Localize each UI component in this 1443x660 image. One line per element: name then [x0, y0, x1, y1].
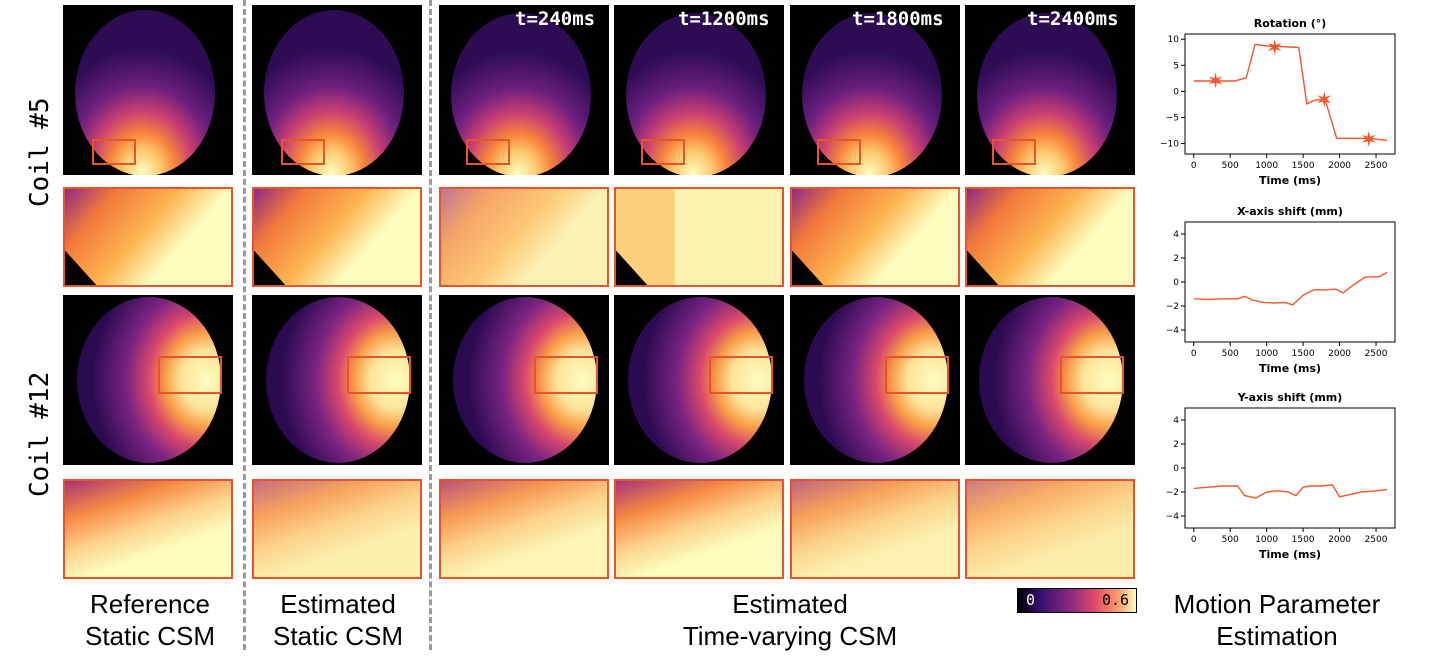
- crop-coil12-t1800: [790, 479, 960, 579]
- csm-coil5-t1800: [790, 5, 960, 175]
- time-label-1200: t=1200ms: [678, 8, 770, 30]
- x-shift-plot: X-axis shift (mm) 0 500 1000 1500 2000 2500 4 2 0…: [1166, 205, 1396, 375]
- crop-coil5-t1200: [614, 187, 784, 287]
- x-tick-label: 1000: [1255, 535, 1278, 545]
- plot-frame: [1184, 33, 1396, 155]
- x-tick-label: 1000: [1255, 349, 1278, 359]
- x-tick-label: 500: [1222, 535, 1239, 545]
- colorbar-min-label: 0: [1026, 591, 1036, 609]
- x-tick-label: 500: [1222, 349, 1239, 359]
- column-label-motion: Motion Parameter Estimation: [1150, 588, 1404, 652]
- rotation-plot: Rotation (°) 0 500 1000 1500 2000 2500 10 5 0 −5 −1…: [1160, 17, 1396, 187]
- y-tick-label: −2: [1166, 302, 1179, 312]
- x-tick-label: 0: [1191, 161, 1197, 171]
- x-tick-label: 500: [1222, 161, 1239, 171]
- separator-line: [243, 0, 246, 650]
- coil-label-12: Coil #12: [25, 371, 55, 497]
- x-tick-label: 2500: [1365, 349, 1388, 359]
- csm-coil12-reference: [63, 295, 233, 465]
- column-label-line: Time-varying CSM: [682, 621, 898, 651]
- star-marker: [1361, 130, 1376, 147]
- x-tick-label: 2500: [1365, 535, 1388, 545]
- csm-coil12-t240: [439, 295, 609, 465]
- plot-title: Rotation (°): [1254, 17, 1327, 30]
- column-label-estimated-static: Estimated Static CSM: [248, 588, 428, 652]
- csm-coil5-reference: [63, 5, 233, 175]
- column-label-line: Motion Parameter: [1173, 589, 1381, 619]
- y-tick-label: −5: [1166, 113, 1179, 123]
- csm-coil12-estimated-static: [252, 295, 422, 465]
- column-label-reference: Reference Static CSM: [60, 588, 240, 652]
- x-tick-label: 2000: [1328, 161, 1351, 171]
- x-tick-label: 2000: [1328, 349, 1351, 359]
- csm-coil12-t1800: [790, 295, 960, 465]
- column-label-line: Static CSM: [84, 621, 216, 651]
- plot-frame: [1184, 407, 1396, 529]
- x-tick-label: 2000: [1328, 535, 1351, 545]
- crop-coil5-reference: [63, 187, 233, 287]
- star-marker: [1208, 72, 1223, 89]
- plot-title: Y-axis shift (mm): [1237, 391, 1343, 404]
- x-tick-label: 2500: [1365, 161, 1388, 171]
- time-label-2400: t=2400ms: [1027, 8, 1119, 30]
- plot-frame: [1184, 221, 1396, 343]
- crop-coil12-t1200: [614, 479, 784, 579]
- crop-coil12-estimated-static: [252, 479, 422, 579]
- y-tick-label: 4: [1173, 230, 1179, 240]
- x-tick-label: 1500: [1292, 349, 1315, 359]
- colorbar: [1017, 588, 1137, 613]
- y-tick-label: 2: [1173, 254, 1179, 264]
- column-label-line: Estimated: [280, 589, 396, 619]
- x-tick-label: 1500: [1292, 161, 1315, 171]
- y-tick-label: 4: [1173, 416, 1179, 426]
- crop-coil12-t2400: [965, 479, 1135, 579]
- star-marker: [1267, 39, 1282, 55]
- csm-coil5-t2400: [965, 5, 1135, 175]
- time-label-1800: t=1800ms: [852, 8, 944, 30]
- x-tick-label: 0: [1191, 349, 1197, 359]
- y-tick-label: −10: [1160, 140, 1179, 150]
- y-tick-label: 0: [1173, 87, 1179, 97]
- column-label-line: Estimated: [732, 589, 848, 619]
- column-label-line: Estimation: [1216, 621, 1338, 651]
- x-axis-label: Time (ms): [1259, 362, 1321, 375]
- crop-coil5-t2400: [965, 187, 1135, 287]
- y-tick-label: 5: [1173, 61, 1179, 71]
- y-tick-label: 0: [1173, 278, 1179, 288]
- y-tick-label: −4: [1166, 326, 1180, 336]
- crop-coil5-t1800: [790, 187, 960, 287]
- x-axis-label: Time (ms): [1259, 174, 1321, 187]
- star-marker: [1317, 91, 1332, 108]
- y-tick-label: 10: [1168, 35, 1180, 45]
- y-tick-label: 2: [1173, 440, 1179, 450]
- y-tick-label: 0: [1173, 464, 1179, 474]
- csm-coil5-t1200: [614, 5, 784, 175]
- colorbar-max-label: 0.6: [1102, 591, 1130, 609]
- column-label-line: Reference: [90, 589, 210, 619]
- y-shift-plot: Y-axis shift (mm) 0 500 1000 1500 2000 2500 4 2 0…: [1166, 391, 1396, 561]
- csm-coil5-t240: [439, 5, 609, 175]
- csm-coil5-estimated-static: [252, 5, 422, 175]
- crop-coil5-estimated-static: [252, 187, 422, 287]
- y-tick-label: −2: [1166, 488, 1179, 498]
- series-line: [1193, 484, 1388, 499]
- y-tick-label: −4: [1166, 512, 1180, 522]
- time-label-240: t=240ms: [515, 8, 596, 30]
- column-label-time-varying: Estimated Time-varying CSM: [640, 588, 940, 652]
- crop-coil12-t240: [439, 479, 609, 579]
- csm-coil12-t2400: [965, 295, 1135, 465]
- plot-title: X-axis shift (mm): [1237, 205, 1343, 218]
- series-line: [1193, 43, 1388, 142]
- crop-coil5-t240: [439, 187, 609, 287]
- series-line: [1193, 271, 1388, 306]
- x-tick-label: 0: [1191, 535, 1197, 545]
- coil-label-5: Coil #5: [25, 97, 55, 207]
- crop-coil12-reference: [63, 479, 233, 579]
- column-label-line: Static CSM: [272, 621, 404, 651]
- separator-line: [429, 0, 432, 650]
- csm-coil12-t1200: [614, 295, 784, 465]
- x-tick-label: 1500: [1292, 535, 1315, 545]
- x-tick-label: 1000: [1255, 161, 1278, 171]
- x-axis-label: Time (ms): [1259, 548, 1321, 561]
